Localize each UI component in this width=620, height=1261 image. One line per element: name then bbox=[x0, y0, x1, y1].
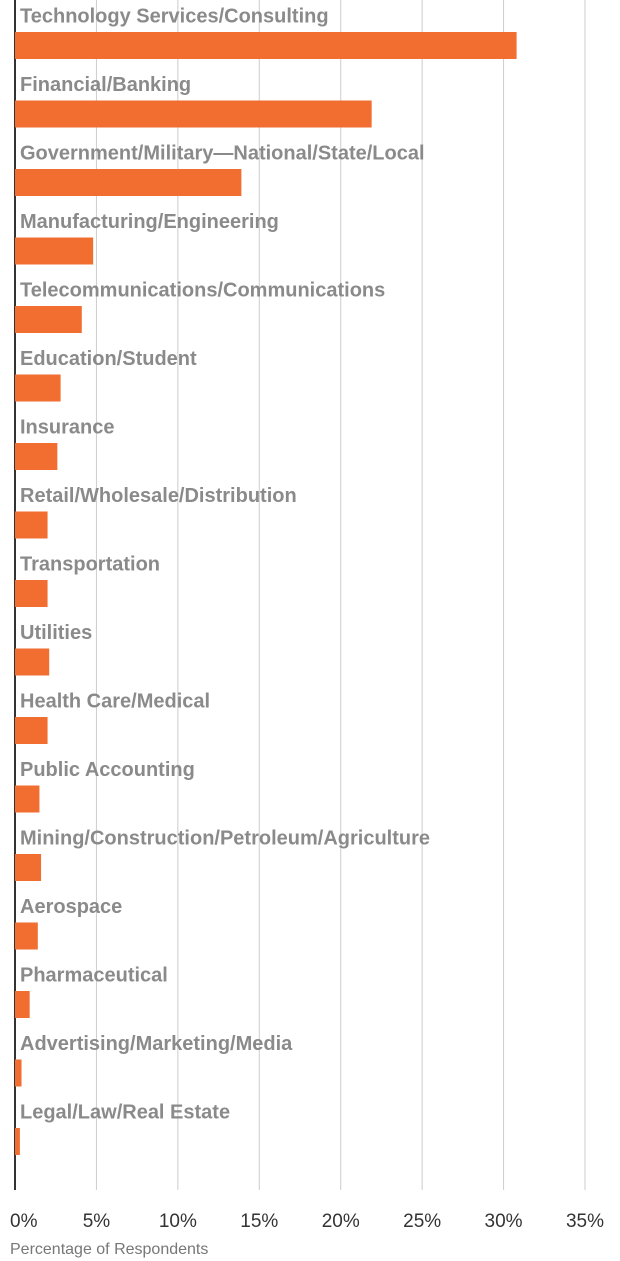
category-label: Advertising/Marketing/Media bbox=[20, 1033, 293, 1055]
category-label: Telecommunications/Communications bbox=[20, 279, 385, 301]
x-tick-label: 10% bbox=[159, 1211, 197, 1232]
bar bbox=[15, 374, 61, 402]
x-tick-label: 35% bbox=[566, 1211, 604, 1232]
category-label: Manufacturing/Engineering bbox=[20, 211, 279, 233]
bar bbox=[15, 648, 50, 676]
category-label: Health Care/Medical bbox=[20, 690, 210, 712]
x-tick-label: 0% bbox=[10, 1211, 38, 1232]
x-tick-label: 15% bbox=[240, 1211, 278, 1232]
category-label: Aerospace bbox=[20, 896, 122, 918]
category-label: Legal/Law/Real Estate bbox=[20, 1101, 230, 1123]
category-label: Mining/Construction/Petroleum/Agricultur… bbox=[20, 827, 430, 849]
bar bbox=[15, 32, 517, 59]
x-tick-label: 30% bbox=[485, 1211, 523, 1232]
bar bbox=[15, 511, 48, 539]
bar bbox=[15, 100, 372, 128]
bar bbox=[15, 169, 242, 196]
x-tick-label: 25% bbox=[403, 1211, 441, 1232]
bar bbox=[15, 922, 38, 950]
bar bbox=[15, 306, 82, 333]
x-axis-label: Percentage of Respondents bbox=[10, 1241, 208, 1258]
category-label: Transportation bbox=[20, 553, 160, 575]
bar bbox=[15, 854, 42, 881]
category-label: Pharmaceutical bbox=[20, 964, 168, 986]
bar bbox=[15, 717, 48, 744]
category-label: Technology Services/Consulting bbox=[20, 5, 329, 27]
bar bbox=[15, 580, 48, 607]
category-label: Utilities bbox=[20, 622, 92, 644]
category-label: Government/Military—National/State/Local bbox=[20, 142, 425, 164]
category-label: Retail/Wholesale/Distribution bbox=[20, 485, 297, 507]
bar bbox=[15, 237, 94, 265]
bar bbox=[15, 1128, 20, 1155]
category-label: Financial/Banking bbox=[20, 74, 191, 96]
x-tick-label: 20% bbox=[322, 1211, 360, 1232]
category-label: Public Accounting bbox=[20, 759, 195, 781]
category-label: Insurance bbox=[20, 416, 114, 438]
bar bbox=[15, 991, 30, 1018]
bar bbox=[15, 1059, 22, 1087]
category-label: Education/Student bbox=[20, 348, 197, 370]
bar bbox=[15, 785, 40, 813]
x-tick-label: 5% bbox=[83, 1211, 111, 1232]
bar bbox=[15, 443, 58, 470]
